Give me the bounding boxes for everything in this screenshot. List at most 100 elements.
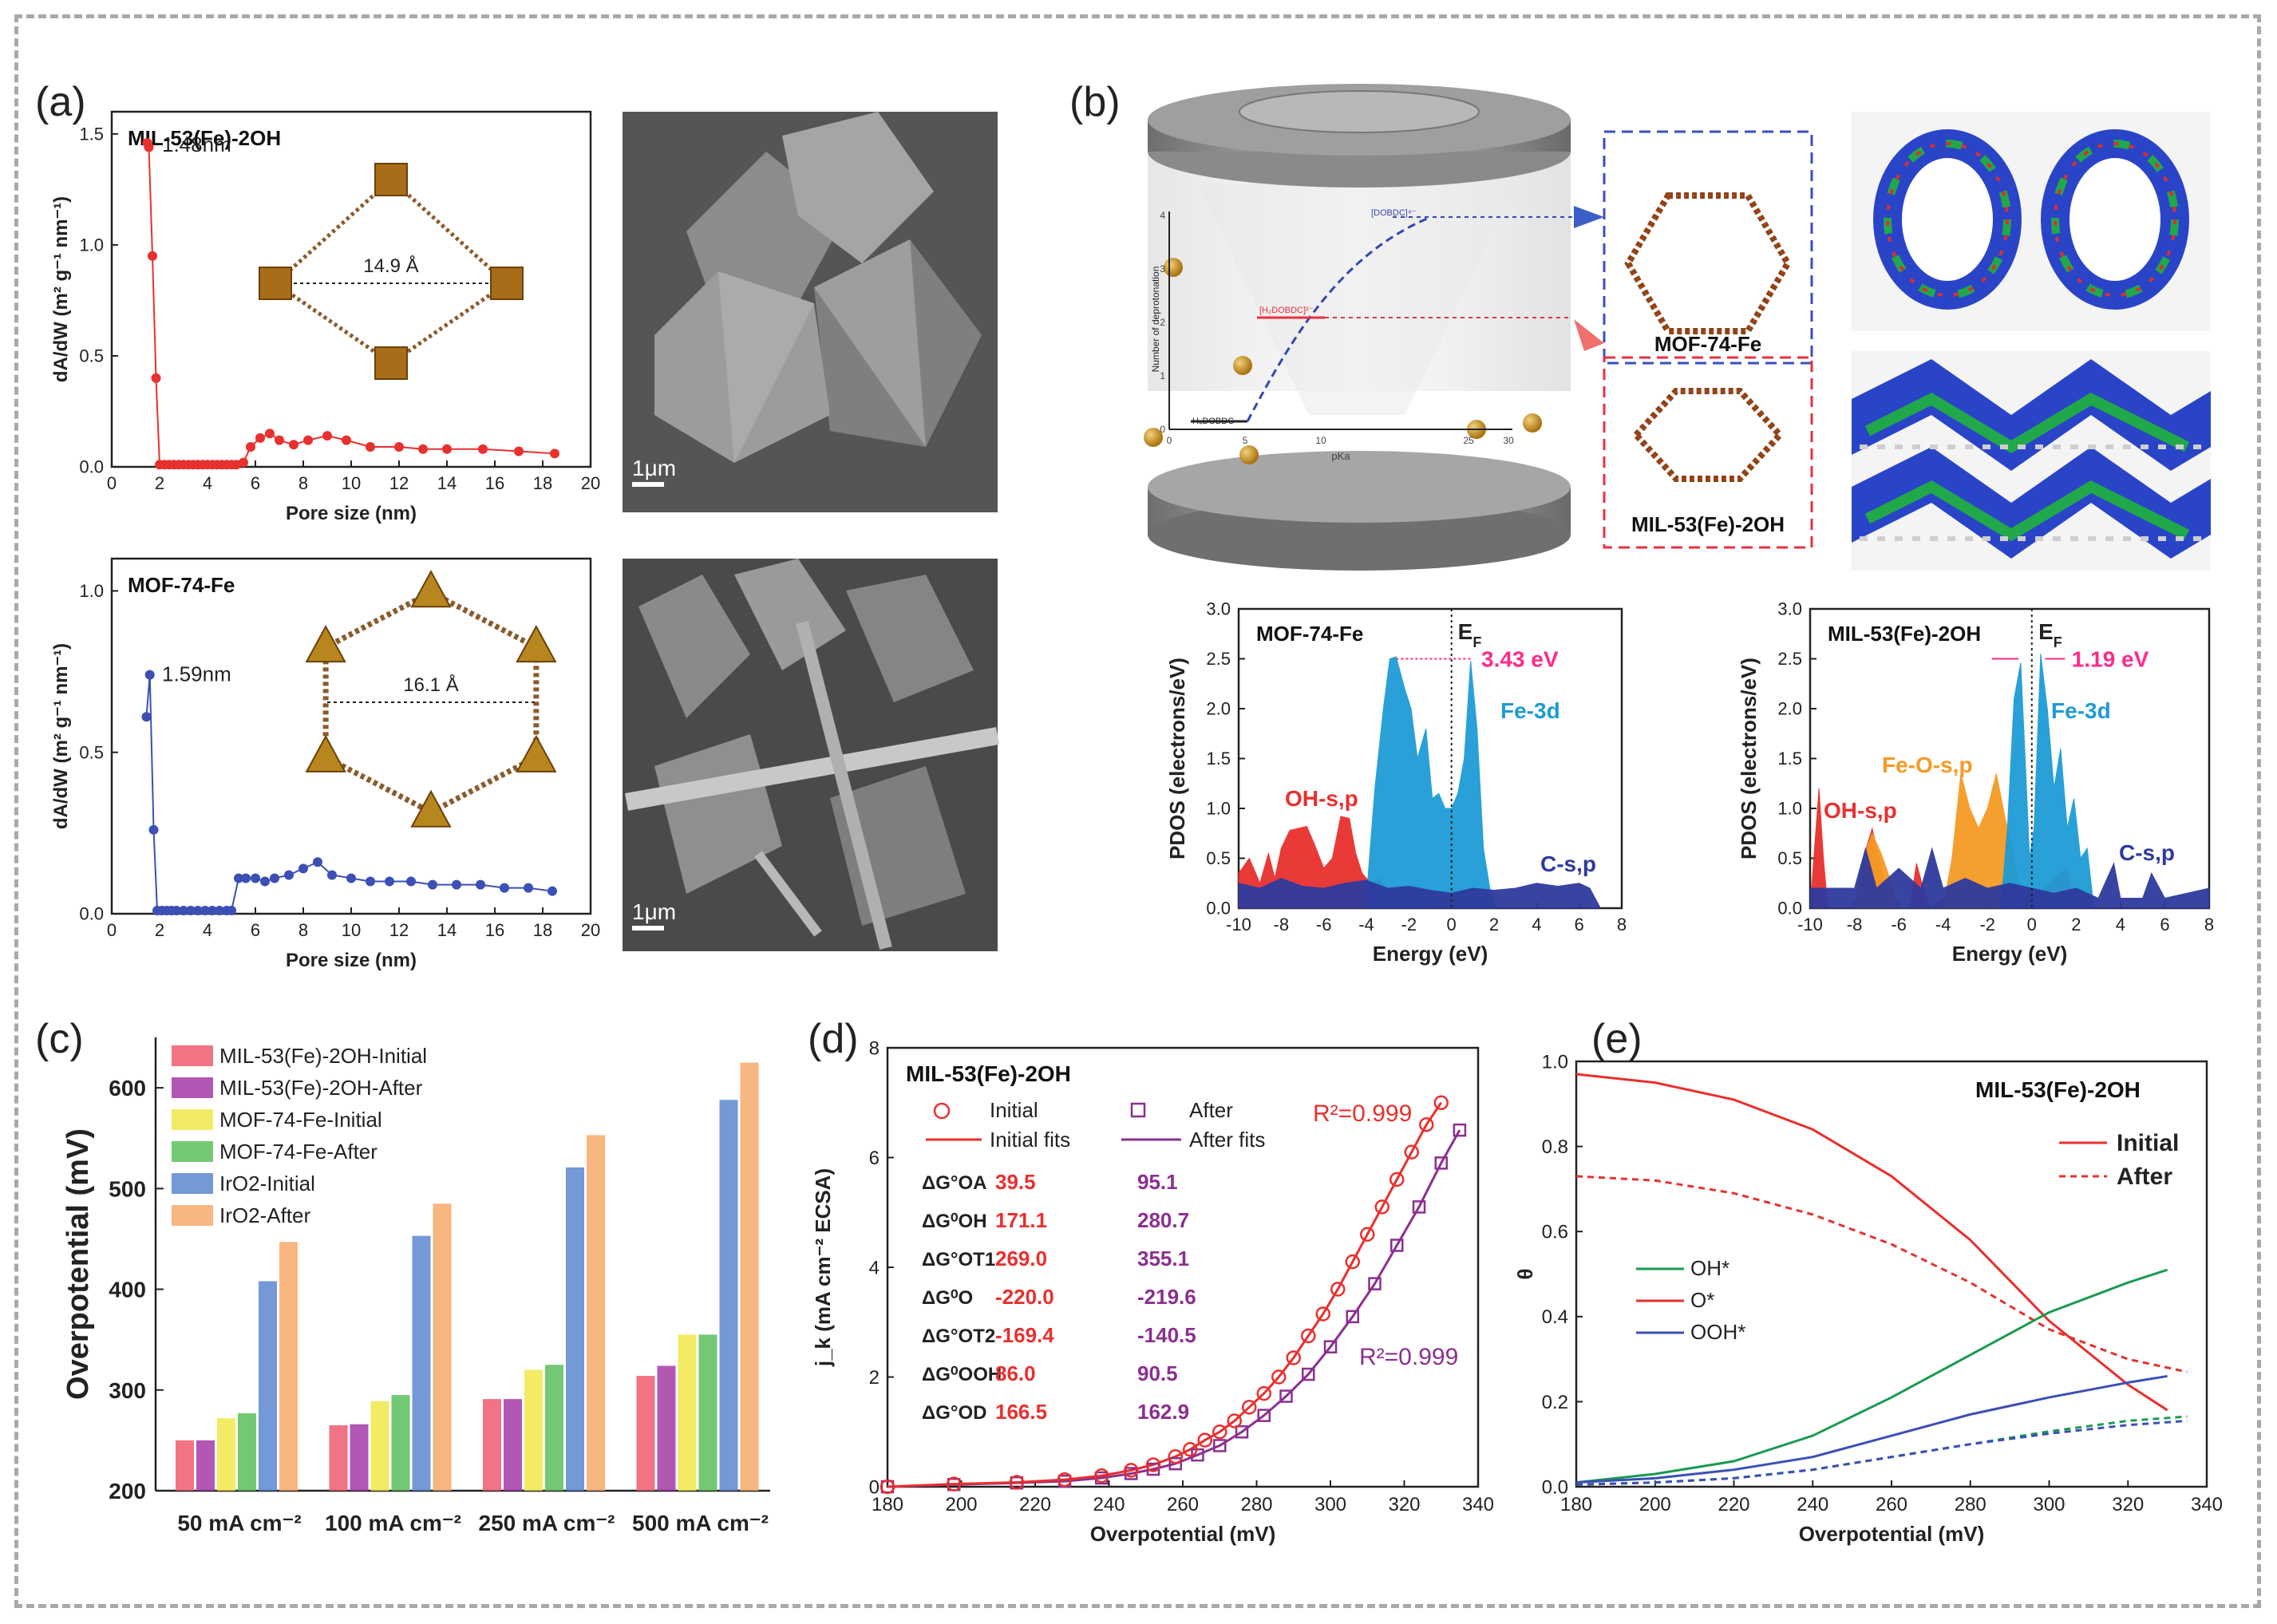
chart-title: MIL-53(Fe)-2OH: [1828, 622, 1981, 646]
x-tick-label: 10: [342, 473, 361, 493]
data-point: [275, 435, 284, 445]
legend-label: MIL-53(Fe)-2OH-Initial: [219, 1044, 427, 1068]
bar: [740, 1062, 759, 1491]
data-point: [239, 457, 248, 468]
legend-swatch: [172, 1141, 213, 1162]
data-point: [327, 870, 337, 880]
table-label: ΔG°OT1: [922, 1249, 995, 1270]
data-point: [144, 670, 155, 680]
legend-swatch: [172, 1077, 213, 1098]
data-point: [366, 441, 375, 452]
data-point: [141, 712, 152, 722]
x-tick-label: 320: [2112, 1494, 2144, 1515]
x-tick-label: 4: [1532, 915, 1541, 934]
series-line: [1575, 1268, 2168, 1484]
peak-annotation: 1.48nm: [162, 132, 231, 156]
data-point: [246, 441, 255, 452]
data-point: [208, 905, 217, 915]
data-point-after: [1168, 1456, 1182, 1471]
x-tick-label: 280: [1955, 1494, 1986, 1515]
r2-after: R²=0.999: [1359, 1344, 1458, 1370]
chart-title: MIL-53(Fe)-2OH: [906, 1061, 1071, 1086]
bar: [524, 1369, 543, 1491]
table-after: 90.5: [1137, 1361, 1178, 1385]
x-tick-label: 8: [298, 920, 308, 940]
series-label: OH-s,p: [1824, 798, 1897, 823]
x-tick-label: 10: [342, 920, 361, 940]
legend-label: After: [2117, 1164, 2172, 1190]
fermi-label: EF: [1458, 619, 1482, 650]
data-point-initial: [1330, 1282, 1346, 1297]
metal-node: [410, 789, 452, 828]
table-after: 280.7: [1137, 1208, 1189, 1232]
inset-label-h2dobdc: [H₂DOBDC]²⁻: [1259, 306, 1314, 315]
mil53-structure-label: MIL-53(Fe)-2OH: [1631, 512, 1785, 536]
y-tick-label: 1.0: [1542, 1051, 1568, 1073]
data-point: [514, 446, 524, 456]
legend-label: After fits: [1189, 1128, 1265, 1152]
panel-label-a: (a): [35, 79, 86, 125]
peak-annotation: 1.59nm: [162, 662, 231, 686]
data-point-initial: [947, 1476, 962, 1492]
chart-c: 200 300 400 500 600 Overpotential (mV) 50 mA c…: [61, 1037, 770, 1535]
legend-label: IrO2-Initial: [219, 1172, 315, 1195]
y-axis-label: PDOS (electrons/eV): [1737, 658, 1761, 859]
series-label: Fe-3d: [1500, 698, 1560, 723]
series-label: OH-s,p: [1285, 786, 1358, 811]
x-tick-label: 2: [1489, 915, 1499, 934]
x-tick-label: 6: [251, 473, 260, 493]
scalebar-label-2: 1μm: [632, 899, 676, 924]
pdos-area: [1366, 656, 1497, 909]
y-tick-label: 2.0: [1777, 699, 1802, 719]
x-tick-label: 200: [1639, 1494, 1671, 1515]
table-after: -140.5: [1137, 1323, 1196, 1347]
bar: [657, 1365, 676, 1491]
data-point: [303, 435, 313, 445]
data-point-initial: [1242, 1400, 1257, 1415]
metal-node: [305, 734, 346, 772]
x-tick-label: 340: [2191, 1494, 2223, 1515]
data-point-initial: [1124, 1463, 1139, 1478]
y-tick-label: 2.0: [1206, 699, 1231, 719]
x-axis-label: Pore size (nm): [286, 950, 417, 971]
x-tick-label: 20: [581, 473, 600, 493]
legend-label: Initial: [990, 1098, 1038, 1122]
inset-ticks: 0 5 10 25 30 0 1 2 3 4: [1160, 210, 1514, 446]
plot-frame: [110, 557, 592, 915]
y-tick-label: 3.0: [1206, 599, 1231, 619]
y-tick-label: 8: [869, 1037, 880, 1059]
x-axis-label: Overpotential (mV): [1090, 1522, 1276, 1546]
gap-label: 3.43 eV: [1481, 647, 1559, 672]
fermi-label: EF: [2038, 619, 2062, 650]
y-tick-label: 0.0: [1542, 1476, 1568, 1498]
data-point: [148, 824, 159, 835]
x-tick-label: 240: [1797, 1494, 1828, 1515]
x-tick-label: 2: [2071, 915, 2081, 934]
data-point: [148, 251, 157, 261]
x-tick-label: 6: [251, 920, 260, 940]
data-point-initial: [1374, 1199, 1390, 1215]
category-label: 50 mA cm⁻²: [177, 1511, 301, 1535]
scalebar-label-1: 1μm: [632, 456, 676, 480]
data-point: [442, 444, 452, 454]
series-line: [1575, 1374, 2168, 1484]
bar: [566, 1167, 584, 1491]
data-point: [179, 905, 188, 915]
legend-marker: [1130, 1102, 1146, 1118]
table-after: 355.1: [1137, 1247, 1189, 1270]
data-point-initial: [1212, 1424, 1227, 1440]
data-point-initial: [1433, 1095, 1449, 1110]
y-tick-label: 1.0: [79, 235, 104, 255]
x-tick-label: 220: [1718, 1494, 1749, 1515]
x-tick-label: -8: [1274, 915, 1290, 934]
category-label: 100 mA cm⁻²: [325, 1511, 461, 1535]
x-axis-label: Energy (eV): [1952, 942, 2068, 966]
data-point: [406, 876, 416, 887]
data-point: [144, 142, 154, 152]
inset-label-h4dobdc: H₄DOBDC: [1192, 417, 1234, 426]
y-tick-label: 1.0: [1206, 799, 1231, 819]
y-tick-label: 0.5: [1206, 848, 1231, 868]
bar: [238, 1413, 256, 1491]
bar: [259, 1281, 277, 1491]
